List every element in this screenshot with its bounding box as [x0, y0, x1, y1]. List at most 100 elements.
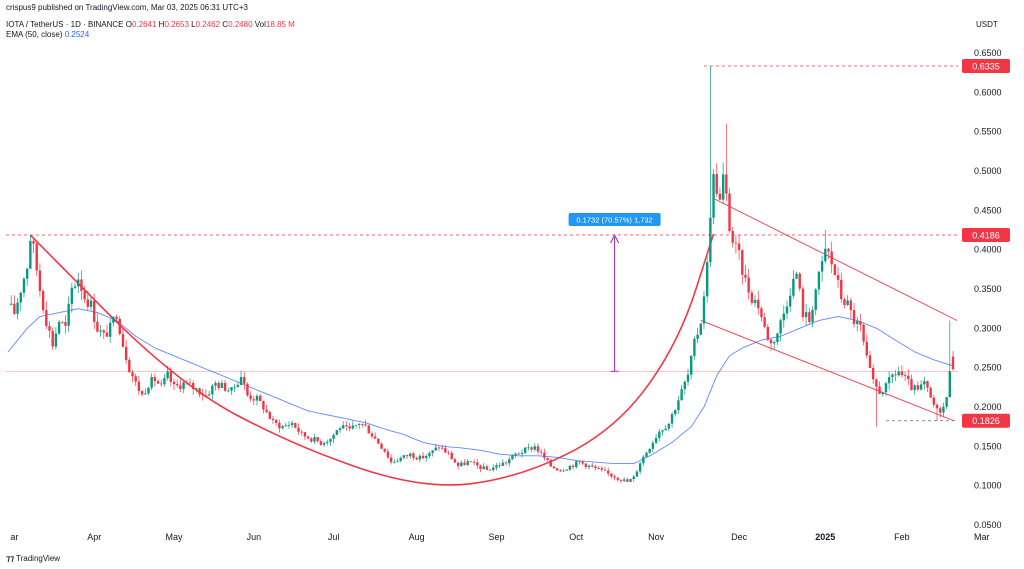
candle	[677, 395, 680, 414]
candle	[373, 432, 377, 439]
candle	[881, 391, 884, 397]
candle-body	[163, 378, 166, 385]
candle	[846, 295, 849, 306]
ema-label[interactable]: EMA (50, close)	[6, 30, 63, 39]
candle-body	[897, 371, 900, 376]
candle-body	[99, 330, 102, 332]
channel-lower-line	[700, 320, 954, 421]
candle	[25, 267, 29, 286]
candle	[176, 379, 179, 388]
candle-body	[131, 372, 134, 377]
candle	[792, 270, 795, 299]
candle	[415, 456, 418, 461]
candle	[833, 264, 837, 276]
candle	[287, 421, 291, 429]
candle-body	[597, 468, 600, 469]
candle-body	[239, 377, 243, 385]
candle-body	[750, 292, 754, 303]
candle	[696, 328, 699, 343]
candle-body	[290, 422, 294, 426]
tradingview-watermark[interactable]: ⁊⁊ TradingView	[6, 554, 60, 563]
candle	[501, 459, 505, 467]
candle	[488, 468, 492, 471]
candle	[674, 409, 677, 417]
time-tick-label: 2025	[815, 532, 835, 542]
candle-body	[246, 383, 249, 396]
candle-body	[389, 457, 393, 463]
candle	[670, 412, 674, 428]
candle-body	[144, 393, 147, 395]
candle	[450, 450, 453, 460]
candle-body	[798, 273, 801, 289]
candle	[479, 464, 482, 473]
candle-body	[255, 395, 259, 401]
price-marker: 0.1826	[962, 413, 1010, 428]
candle	[808, 307, 811, 324]
candle	[830, 241, 833, 274]
price-tick-label: 0.6000	[974, 87, 1002, 97]
candle-body	[766, 326, 770, 340]
candle-body	[35, 243, 38, 271]
candle-body	[737, 243, 741, 251]
candle-body	[287, 425, 291, 426]
candle	[935, 402, 939, 421]
time-tick-label: Feb	[894, 532, 910, 542]
candle	[929, 386, 932, 399]
symbol-label[interactable]: IOTA / TetherUS · 1D · BINANCE	[6, 20, 124, 29]
candle	[779, 318, 782, 342]
candle	[316, 437, 319, 443]
candle	[108, 318, 112, 343]
candle	[578, 460, 581, 465]
candle	[495, 463, 498, 471]
candle	[386, 448, 390, 459]
candle	[897, 366, 900, 377]
candle-body	[757, 299, 760, 309]
candle	[894, 369, 897, 381]
candle	[552, 465, 556, 469]
candle	[945, 396, 948, 410]
candle	[102, 328, 105, 339]
candle-body	[297, 427, 300, 432]
candle	[517, 452, 521, 455]
candle	[910, 374, 913, 391]
candle-body	[348, 426, 351, 429]
candle-body	[393, 461, 396, 463]
candle-body	[769, 339, 773, 344]
candle	[198, 387, 201, 398]
candle	[201, 388, 204, 401]
candle	[638, 461, 642, 475]
candle	[61, 321, 64, 324]
candle-body	[619, 479, 623, 481]
candle	[575, 460, 578, 469]
candle-body	[587, 465, 591, 468]
candle-body	[865, 341, 869, 356]
candle	[393, 459, 396, 464]
candle	[622, 477, 626, 483]
candle	[332, 433, 335, 444]
candle-body	[469, 461, 473, 462]
price-marker-label: 0.1826	[972, 416, 1000, 426]
candle	[342, 421, 345, 429]
candle-body	[680, 389, 683, 401]
candle-body	[150, 377, 153, 388]
candle-body	[415, 457, 418, 460]
candle	[725, 123, 728, 201]
candle	[361, 423, 364, 428]
candle-body	[357, 424, 361, 425]
candle	[827, 248, 830, 259]
candle-body	[456, 462, 460, 467]
candle	[820, 255, 824, 282]
candle-body	[824, 248, 827, 262]
candle	[156, 378, 160, 385]
channel-upper-line	[713, 198, 958, 321]
candle	[766, 324, 770, 342]
candle-body	[431, 450, 434, 453]
candle	[798, 271, 801, 292]
candle-body	[440, 447, 444, 449]
candle	[48, 321, 51, 339]
candle-body	[508, 459, 511, 464]
candle	[77, 273, 80, 293]
candle-body	[313, 437, 316, 442]
candle	[306, 435, 310, 440]
